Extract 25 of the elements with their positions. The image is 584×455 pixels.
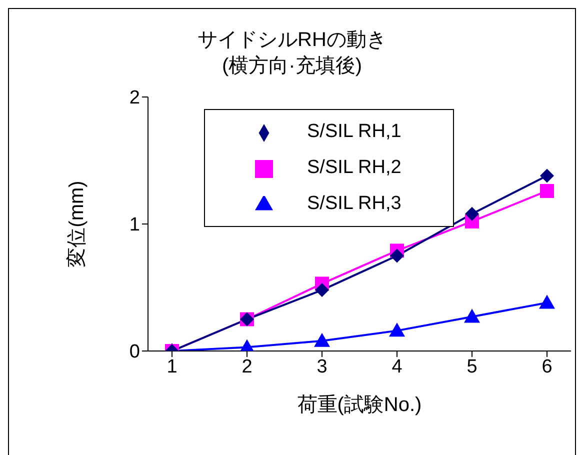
x-axis-title: 荷重(試験No.) — [297, 394, 422, 416]
x-tick-label: 1 — [166, 356, 178, 378]
point — [389, 322, 405, 337]
y-tick-label: 1 — [129, 214, 140, 236]
chart-subtitle: (横方向·充填後) — [221, 54, 363, 79]
x-tick-label: 2 — [242, 356, 252, 378]
chart-title: サイドシルRHの動き — [196, 28, 388, 53]
point — [390, 248, 404, 263]
legend-label: S/SIL RH,2 — [307, 157, 402, 178]
x-tick-label: 4 — [392, 356, 403, 378]
y-tick-label: 2 — [129, 88, 140, 109]
point — [539, 294, 555, 309]
legend-label: S/SIL RH,1 — [307, 121, 402, 142]
x-tick-label: 3 — [316, 356, 328, 378]
point — [465, 206, 479, 221]
x-tick-label: 6 — [542, 356, 552, 378]
point — [314, 332, 330, 347]
point — [464, 308, 480, 323]
point — [540, 184, 554, 198]
point — [315, 283, 329, 298]
y-axis-title: 変位(mm) — [65, 180, 88, 268]
point — [540, 168, 554, 183]
y-tick-label: 0 — [129, 342, 140, 363]
x-tick-label: 5 — [466, 356, 478, 378]
legend-label: S/SIL RH,3 — [307, 193, 402, 214]
